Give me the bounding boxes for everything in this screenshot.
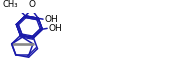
Text: O: O — [28, 0, 35, 9]
Text: OH: OH — [48, 24, 62, 33]
Text: CH₃: CH₃ — [3, 0, 18, 9]
Text: OH: OH — [44, 15, 58, 24]
